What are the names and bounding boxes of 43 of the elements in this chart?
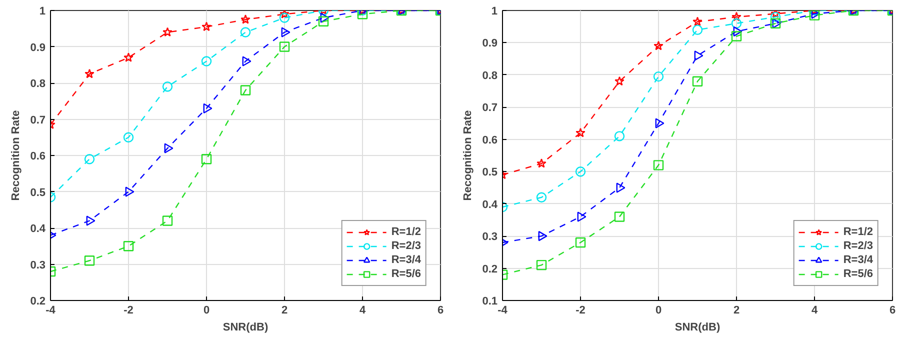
y-tick-label: 0.6: [482, 134, 498, 146]
x-tick-label: 0: [203, 304, 210, 316]
legend-label: R=1/2: [843, 225, 873, 239]
legend-label: R=2/3: [391, 239, 421, 253]
y-tick-label: 0.1: [482, 296, 498, 308]
legend-label: R=3/4: [843, 253, 873, 267]
y-tick-label: 0.8: [30, 78, 46, 90]
x-tick-label: 4: [811, 304, 818, 316]
x-tick-label: 6: [889, 304, 896, 316]
legend-label: R=2/3: [843, 239, 873, 253]
legend-label: R=1/2: [391, 225, 421, 239]
y-tick-label: 0.3: [30, 259, 46, 272]
y-tick-label: 0.5: [482, 166, 498, 179]
x-tick-label: 2: [281, 304, 288, 316]
y-tick-label: 0.3: [482, 231, 498, 244]
x-tick-label: 2: [733, 304, 740, 316]
y-tick-label: 0.2: [30, 296, 46, 308]
x-tick-label: -2: [576, 304, 586, 316]
legend-label: R=3/4: [391, 253, 421, 267]
x-axis-title: SNR(dB): [674, 322, 720, 334]
y-tick-label: 0.4: [482, 198, 498, 211]
x-tick-label: 0: [655, 304, 662, 316]
y-axis-title: Recognition Rate: [10, 110, 22, 201]
legend-label: R=5/6: [843, 267, 873, 281]
y-tick-label: 0.7: [482, 102, 498, 114]
y-axis-title: Recognition Rate: [462, 110, 474, 201]
x-axis-title: SNR(dB): [222, 322, 268, 334]
y-tick-label: 0.8: [482, 70, 498, 82]
y-tick-label: 0.2: [482, 263, 498, 276]
y-tick-label: 1: [491, 6, 498, 18]
y-tick-label: 0.4: [30, 223, 46, 235]
y-tick-label: 0.6: [30, 150, 46, 162]
x-tick-label: 4: [359, 304, 366, 316]
y-tick-label: 0.7: [30, 114, 46, 126]
x-tick-label: -4: [498, 304, 508, 316]
x-tick-label: -2: [124, 304, 134, 316]
y-tick-label: 0.5: [30, 186, 46, 199]
y-tick-label: 0.9: [482, 38, 498, 50]
x-tick-label: -4: [46, 304, 56, 316]
y-tick-label: 1: [39, 6, 46, 18]
x-tick-label: 6: [437, 304, 444, 316]
legend-label: R=5/6: [391, 267, 421, 281]
y-tick-label: 0.9: [30, 42, 46, 54]
